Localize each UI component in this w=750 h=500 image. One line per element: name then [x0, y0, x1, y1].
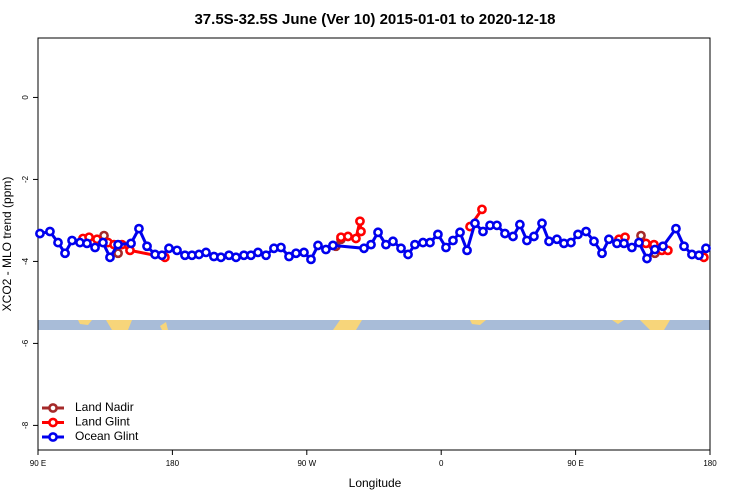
- data-point: [261, 250, 271, 261]
- data-point: [299, 247, 309, 258]
- data-point: [537, 218, 547, 229]
- data-point: [396, 243, 406, 254]
- data-point: [679, 241, 689, 252]
- data-point: [634, 237, 644, 248]
- data-point: [642, 253, 652, 264]
- data-point: [98, 237, 108, 248]
- legend-marker: [48, 403, 58, 413]
- data-point: [701, 243, 711, 254]
- data-point: [566, 237, 576, 248]
- data-point: [478, 226, 488, 237]
- y-tick-label: 0: [21, 95, 30, 100]
- legend-label: Land Nadir: [75, 400, 134, 414]
- data-point: [60, 248, 70, 259]
- x-tick-label: 0: [439, 459, 444, 468]
- data-point: [313, 240, 323, 251]
- data-point: [604, 234, 614, 245]
- data-point: [470, 218, 480, 229]
- data-point: [356, 226, 366, 237]
- data-point: [694, 250, 704, 261]
- data-point: [276, 242, 286, 253]
- data-point: [441, 242, 451, 253]
- data-point: [113, 239, 123, 250]
- x-tick-label: 180: [703, 459, 717, 468]
- x-tick-label: 90 E: [30, 459, 46, 468]
- data-point: [113, 248, 123, 259]
- data-point: [35, 228, 45, 239]
- land-ocean-strip: [38, 320, 710, 330]
- x-tick-label: 180: [166, 459, 180, 468]
- data-point: [448, 235, 458, 246]
- data-point: [619, 238, 629, 249]
- data-point: [45, 226, 55, 237]
- data-point: [649, 244, 660, 255]
- data-point: [514, 219, 525, 230]
- data-point: [492, 220, 502, 231]
- data-point: [157, 250, 167, 261]
- chart-title: 37.5S-32.5S June (Ver 10) 2015-01-01 to …: [194, 11, 555, 28]
- data-point: [658, 241, 668, 252]
- data-point: [53, 237, 63, 248]
- data-point: [388, 236, 398, 247]
- legend-label: Land Glint: [75, 415, 130, 429]
- y-axis-label: XCO2 - MLO trend (ppm): [0, 177, 14, 312]
- data-point: [589, 236, 599, 247]
- data-point: [231, 252, 241, 263]
- data-point: [291, 248, 301, 259]
- data-point: [433, 229, 443, 240]
- x-tick-label: 90 W: [297, 459, 316, 468]
- data-point: [67, 235, 77, 246]
- y-tick-label: -4: [21, 257, 30, 265]
- data-point: [455, 227, 465, 238]
- data-point: [500, 228, 510, 239]
- data-point: [462, 245, 472, 256]
- y-tick-label: -6: [21, 339, 30, 347]
- data-point: [126, 238, 136, 249]
- data-point: [626, 242, 637, 253]
- data-point: [82, 238, 92, 249]
- data-point: [328, 240, 338, 251]
- legend-marker: [48, 417, 58, 428]
- legend-label: Ocean Glint: [75, 429, 139, 443]
- plot-frame: [37, 37, 711, 451]
- data-point: [306, 254, 316, 265]
- data-point: [373, 227, 383, 238]
- data-point: [351, 233, 361, 244]
- data-point: [321, 244, 331, 255]
- data-point: [253, 247, 263, 258]
- legend-marker: [48, 432, 58, 442]
- data-point: [508, 231, 518, 242]
- data-point: [597, 248, 607, 259]
- data-point: [425, 237, 435, 248]
- data-point: [529, 231, 539, 242]
- data-point: [172, 245, 182, 256]
- data-point: [581, 226, 591, 237]
- data-point: [544, 236, 554, 247]
- data-point: [134, 223, 144, 234]
- data-point: [671, 223, 681, 234]
- y-tick-label: -2: [21, 175, 30, 183]
- data-point: [359, 243, 369, 254]
- data-point: [522, 235, 532, 246]
- data-point: [477, 204, 487, 215]
- x-axis-label: Longitude: [349, 476, 402, 490]
- data-point: [90, 242, 100, 253]
- data-point: [216, 252, 226, 263]
- data-point: [201, 247, 211, 258]
- data-point: [105, 252, 115, 263]
- data-point: [343, 231, 353, 242]
- data-point: [366, 239, 376, 250]
- x-tick-label: 90 E: [567, 459, 583, 468]
- data-point: [552, 234, 562, 245]
- data-point: [403, 249, 413, 260]
- data-point: [355, 216, 365, 227]
- y-tick-label: -8: [21, 421, 30, 429]
- data-point: [164, 243, 174, 254]
- data-point: [142, 241, 152, 252]
- data-point: [410, 239, 420, 250]
- data-point: [573, 229, 583, 240]
